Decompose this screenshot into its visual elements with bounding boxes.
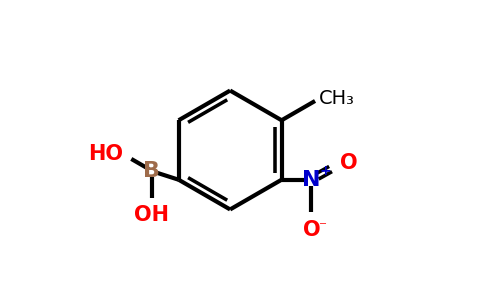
Text: OH: OH <box>135 205 169 225</box>
Text: B: B <box>143 161 160 181</box>
Text: +: + <box>319 164 331 178</box>
Text: O: O <box>302 220 320 240</box>
Text: HO: HO <box>88 145 123 164</box>
Text: ⁻: ⁻ <box>319 219 327 234</box>
Text: N: N <box>302 170 320 190</box>
Text: O: O <box>340 153 357 173</box>
Text: CH₃: CH₃ <box>318 89 354 108</box>
